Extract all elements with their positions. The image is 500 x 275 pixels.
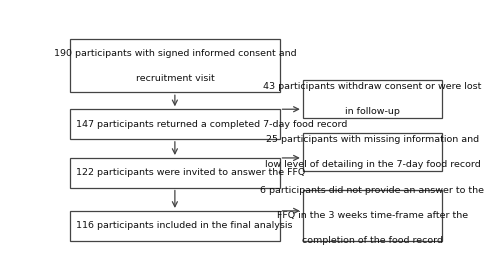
FancyBboxPatch shape xyxy=(303,79,442,118)
Text: 43 participants withdraw consent or were lost

in follow-up: 43 participants withdraw consent or were… xyxy=(264,82,482,116)
FancyBboxPatch shape xyxy=(70,39,280,92)
Text: 116 participants included in the final analysis: 116 participants included in the final a… xyxy=(76,221,292,230)
Text: 122 participants were invited to answer the FFQ: 122 participants were invited to answer … xyxy=(76,168,306,177)
FancyBboxPatch shape xyxy=(70,211,280,241)
FancyBboxPatch shape xyxy=(303,133,442,170)
FancyBboxPatch shape xyxy=(70,158,280,188)
FancyBboxPatch shape xyxy=(303,190,442,241)
Text: 190 participants with signed informed consent and

recruitment visit: 190 participants with signed informed co… xyxy=(54,49,296,83)
Text: 25 participants with missing information and

low level of detailing in the 7-da: 25 participants with missing information… xyxy=(264,134,480,169)
FancyBboxPatch shape xyxy=(70,109,280,139)
Text: 147 participants returned a completed 7-day food record: 147 participants returned a completed 7-… xyxy=(76,120,347,128)
Text: 6 participants did not provide an answer to the

FFQ in the 3 weeks time-frame a: 6 participants did not provide an answer… xyxy=(260,186,484,244)
